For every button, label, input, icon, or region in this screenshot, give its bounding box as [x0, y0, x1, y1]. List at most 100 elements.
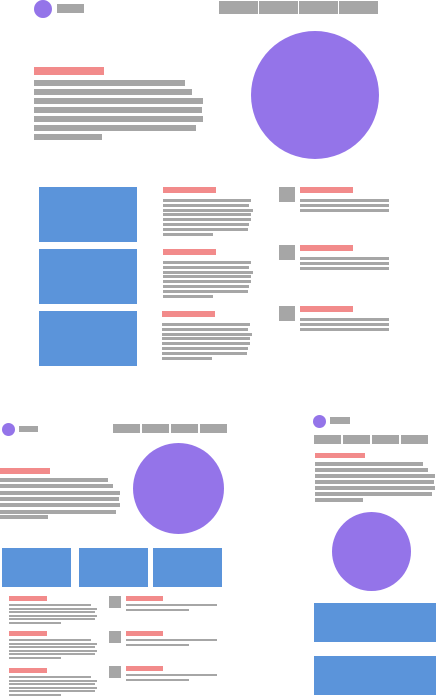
nav-item-1	[219, 1, 258, 14]
nav-item-3	[171, 424, 198, 433]
card-text-line	[9, 683, 95, 685]
list-text-line	[300, 322, 389, 326]
card-text-line	[9, 690, 95, 692]
card-text-line	[9, 639, 91, 641]
list-text-line	[300, 203, 389, 207]
hero-text-line	[0, 490, 120, 495]
hero-heading-bar	[0, 468, 50, 474]
card-text-line	[9, 646, 95, 648]
card-text-line	[162, 337, 250, 341]
hero-text-line	[315, 468, 428, 472]
card-image-1	[2, 548, 71, 587]
hero-text-line	[0, 503, 120, 508]
hero-text-line	[34, 98, 203, 104]
list-text-line	[126, 608, 189, 611]
card-text-line	[163, 280, 251, 284]
nav-item-3	[299, 1, 338, 14]
hero-text-line	[34, 116, 203, 122]
card-text-line	[9, 649, 97, 652]
list-heading-1	[300, 187, 353, 193]
card-text-line	[162, 323, 250, 326]
hero-text-line	[34, 89, 192, 95]
card-text-line	[163, 223, 249, 226]
list-text-line	[126, 639, 217, 641]
brand-bar	[57, 4, 84, 13]
hero-circle	[133, 443, 224, 534]
hero-text-line	[315, 474, 435, 478]
card-heading-2	[9, 631, 47, 636]
hero-circle	[332, 512, 411, 591]
card-text-line	[9, 656, 61, 659]
card-image-2	[39, 249, 137, 304]
nav-item-2	[343, 435, 370, 444]
hero-text-line	[315, 492, 432, 496]
nav-item-3	[372, 435, 399, 444]
nav-item-2	[259, 1, 298, 14]
logo-circle	[34, 0, 52, 18]
list-text-line	[126, 674, 217, 676]
list-text-line	[300, 318, 389, 321]
card-text-line	[9, 604, 91, 606]
card-image-2	[314, 656, 436, 695]
card-text-line	[162, 351, 247, 355]
card-text-line	[9, 693, 61, 696]
card-text-line	[163, 285, 249, 288]
hero-text-line	[0, 484, 113, 489]
nav-item-1	[113, 424, 140, 433]
hero-text-line	[315, 498, 363, 502]
hero-text-line	[315, 480, 434, 484]
card-text-line	[163, 294, 213, 298]
list-heading-3	[300, 306, 353, 312]
card-heading-1	[9, 596, 47, 601]
card-image-1	[314, 603, 436, 642]
hero-text-line	[0, 496, 119, 501]
card-text-line	[9, 676, 91, 678]
list-thumb-1	[109, 596, 121, 608]
card-heading-3	[162, 311, 215, 317]
hero-text-line	[34, 80, 185, 86]
card-text-line	[9, 614, 97, 617]
card-text-line	[163, 289, 248, 293]
card-text-line	[9, 653, 95, 655]
list-thumb-2	[279, 245, 295, 260]
brand-bar	[330, 417, 350, 424]
card-heading-1	[163, 187, 216, 193]
list-text-line	[300, 208, 389, 212]
hero-text-line	[0, 509, 116, 514]
card-text-line	[163, 227, 248, 231]
list-heading-1	[126, 596, 163, 601]
list-text-line	[300, 266, 389, 270]
card-heading-3	[9, 668, 47, 673]
card-text-line	[162, 342, 250, 346]
hero-text-line	[34, 134, 102, 140]
list-text-line	[126, 643, 189, 646]
hero-text-line	[34, 125, 196, 131]
card-text-line	[163, 208, 253, 212]
hero-circle	[251, 31, 379, 159]
card-text-line	[9, 686, 97, 689]
list-text-line	[300, 327, 389, 331]
card-text-line	[162, 347, 248, 350]
nav-item-4	[339, 1, 378, 14]
card-image-3	[39, 311, 137, 366]
hero-heading-bar	[34, 67, 104, 75]
list-text-line	[300, 261, 389, 265]
card-heading-2	[163, 249, 216, 255]
list-thumb-3	[109, 666, 121, 678]
card-text-line	[9, 679, 97, 682]
list-text-line	[300, 199, 389, 202]
card-text-line	[163, 265, 249, 269]
list-heading-3	[126, 666, 163, 671]
card-text-line	[9, 611, 95, 613]
card-text-line	[163, 270, 253, 274]
hero-text-line	[0, 515, 48, 519]
hero-text-line	[0, 478, 108, 482]
nav-item-1	[314, 435, 341, 444]
card-text-line	[162, 327, 248, 331]
brand-bar	[19, 426, 38, 432]
card-image-1	[39, 187, 137, 242]
card-text-line	[163, 275, 251, 279]
card-text-line	[9, 607, 97, 610]
card-image-3	[153, 548, 222, 587]
card-text-line	[163, 232, 213, 236]
